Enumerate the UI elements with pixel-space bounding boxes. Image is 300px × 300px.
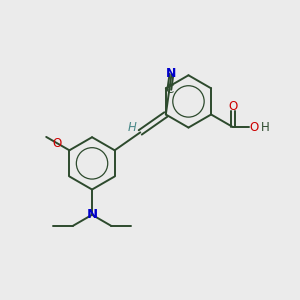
Text: N: N xyxy=(86,208,98,221)
Text: H: H xyxy=(260,121,269,134)
Text: O: O xyxy=(228,100,238,113)
Text: O: O xyxy=(249,121,258,134)
Text: O: O xyxy=(52,137,62,150)
Text: N: N xyxy=(166,67,177,80)
Text: H: H xyxy=(128,121,136,134)
Text: C: C xyxy=(165,83,173,96)
